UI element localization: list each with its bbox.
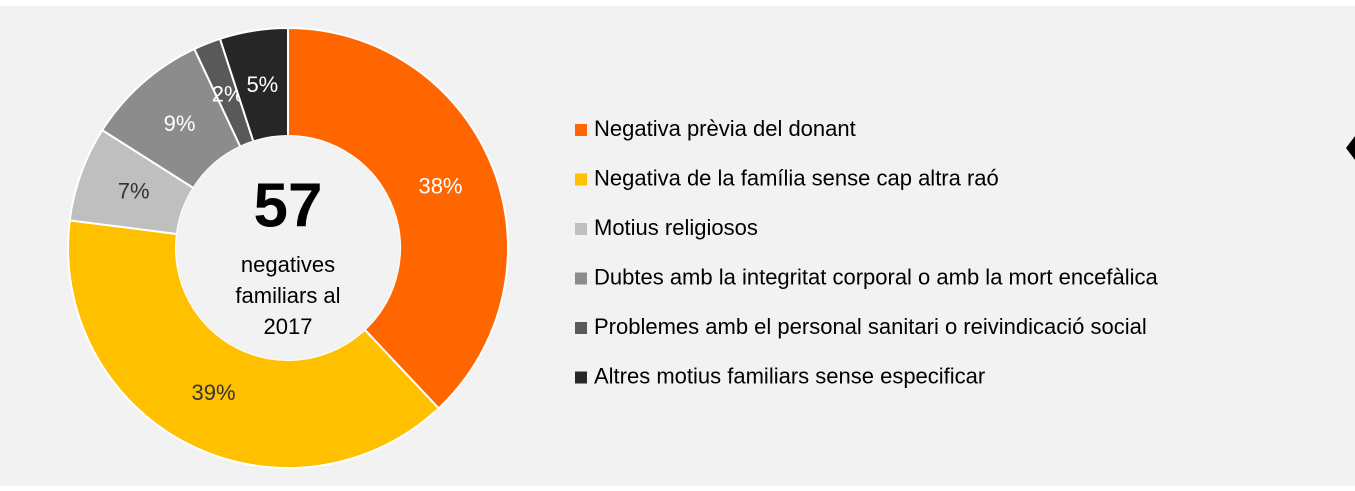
data-label: 7% bbox=[118, 178, 150, 203]
data-label: 9% bbox=[164, 111, 196, 136]
nav-arrow bbox=[1346, 136, 1355, 160]
center-text: 2017 bbox=[264, 314, 313, 339]
center-text: familiars al bbox=[235, 283, 340, 308]
legend-label: Altres motius familiars sense especifica… bbox=[594, 363, 985, 388]
legend-swatch bbox=[575, 124, 587, 136]
legend-label: Motius religiosos bbox=[594, 215, 758, 240]
legend-swatch bbox=[575, 173, 587, 186]
legend-label: Negativa de la família sense cap altra r… bbox=[594, 165, 999, 190]
legend-swatch bbox=[575, 223, 587, 235]
donut-hole bbox=[176, 136, 400, 360]
center-text: negatives bbox=[241, 252, 335, 277]
data-label: 38% bbox=[418, 173, 462, 198]
data-label: 39% bbox=[192, 380, 236, 405]
data-label: 5% bbox=[246, 72, 278, 97]
legend-label: Problemes amb el personal sanitari o rei… bbox=[594, 314, 1147, 339]
legend-label: Dubtes amb la integritat corporal o amb … bbox=[594, 264, 1158, 289]
legend-swatch bbox=[575, 371, 587, 384]
center-value: 57 bbox=[254, 171, 323, 240]
legend-swatch bbox=[575, 272, 587, 285]
legend-label: Negativa prèvia del donant bbox=[594, 116, 856, 141]
legend-swatch bbox=[575, 322, 587, 334]
